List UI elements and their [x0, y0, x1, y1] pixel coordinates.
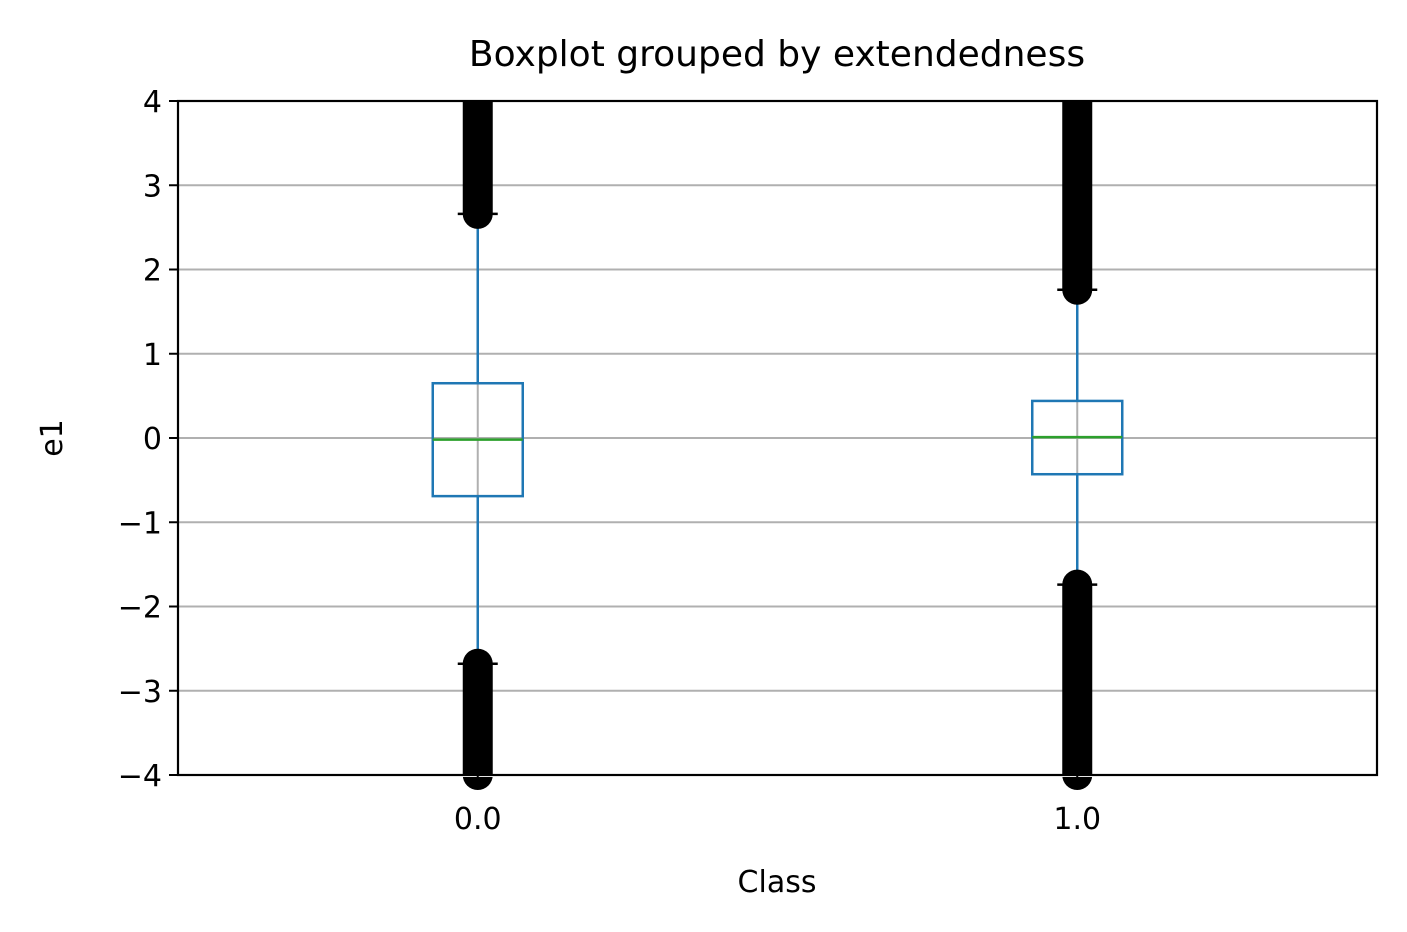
y-axis-ticks: −4 −3 −2 −1 0 1 2 3 4: [118, 85, 178, 794]
y-tick-label: −4: [118, 759, 162, 794]
plot-frame: [176, 99, 1379, 777]
y-tick-label: −2: [118, 591, 162, 626]
x-axis-label: Class: [738, 865, 817, 900]
boxes-group: [431, 86, 1124, 790]
box-group-0.0: [431, 86, 524, 790]
x-tick-label: 1.0: [1053, 802, 1101, 837]
box-group-1.0: [1031, 86, 1124, 790]
top-mask: [177, 0, 1378, 101]
x-tick-label: 0.0: [454, 802, 502, 837]
y-tick-label: 3: [143, 169, 162, 204]
y-tick-label: 0: [143, 422, 162, 457]
y-tick-label: −3: [118, 675, 162, 710]
grid-lines: [178, 100, 1377, 776]
y-tick-label: 2: [143, 254, 162, 289]
chart-title: Boxplot grouped by extendedness: [469, 34, 1085, 75]
y-axis-label: e1: [35, 419, 70, 457]
y-tick-label: 4: [143, 85, 162, 120]
x-axis-ticks: 0.0 1.0: [454, 775, 1101, 837]
y-tick-label: −1: [118, 506, 162, 541]
y-tick-label: 1: [143, 338, 162, 373]
